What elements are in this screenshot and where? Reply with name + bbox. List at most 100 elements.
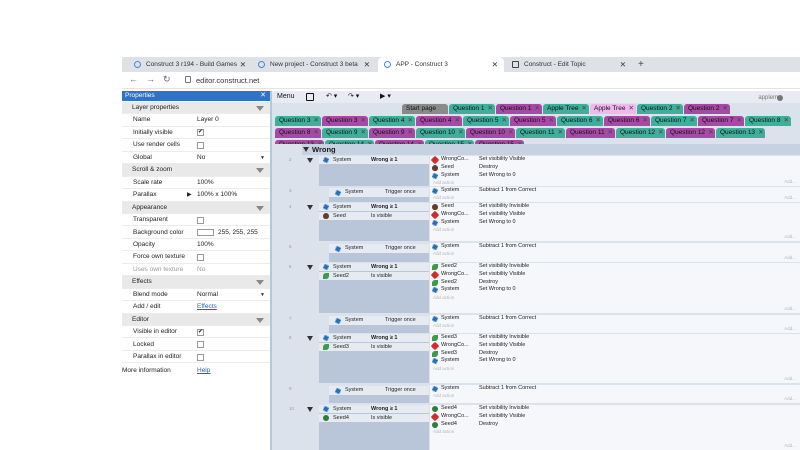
close-icon[interactable]: ✕ <box>581 104 587 112</box>
editor-tab[interactable]: Question 2 ✕ <box>637 103 683 114</box>
add-action-link[interactable]: Add action <box>433 323 455 329</box>
editor-tab[interactable]: Question 11 ✕ <box>516 127 565 138</box>
property-row[interactable]: Transparent <box>122 214 270 227</box>
action-row[interactable]: System Set Wrong to 0 <box>430 219 800 227</box>
condition-row[interactable]: System Wrong ≥ 1 <box>319 334 429 342</box>
new-tab-button[interactable]: + <box>638 59 644 70</box>
action-row[interactable]: Seed4 Destroy <box>430 421 800 429</box>
action-row[interactable]: System Subtract 1 from Correct <box>430 315 800 323</box>
collapse-triangle-icon[interactable] <box>307 265 313 270</box>
color-swatch[interactable] <box>197 229 214 236</box>
editor-tab[interactable]: Question 3 ✕ <box>322 115 368 126</box>
close-icon[interactable]: ✕ <box>783 116 789 124</box>
editor-tab[interactable]: Question 8 ✕ <box>275 127 321 138</box>
add-more-link[interactable]: Add... <box>784 306 796 311</box>
close-icon[interactable]: ✕ <box>595 116 601 124</box>
close-icon[interactable]: ✕ <box>619 60 626 69</box>
close-icon[interactable]: ✕ <box>360 128 366 136</box>
url-field[interactable]: editor.construct.net <box>196 76 260 85</box>
close-icon[interactable]: ✕ <box>628 104 634 112</box>
editor-tab[interactable]: Question 4 ✕ <box>416 115 462 126</box>
property-row[interactable]: Parallax in editor <box>122 351 270 364</box>
collapse-triangle-icon[interactable] <box>307 158 313 163</box>
close-icon[interactable]: ✕ <box>239 60 246 69</box>
close-icon[interactable]: ✕ <box>557 128 564 136</box>
property-row[interactable]: Initially visible ✔ <box>122 127 270 140</box>
action-row[interactable]: Seed4 Set visibility Invisible <box>430 405 800 413</box>
close-icon[interactable]: ✕ <box>313 116 319 124</box>
add-action-link[interactable]: Add action <box>433 365 455 371</box>
editor-tab[interactable]: Question 4 ✕ <box>369 115 415 126</box>
action-row[interactable]: WrongCo... Set visibility Visible <box>430 341 800 351</box>
editor-tab[interactable]: Question 5 ✕ <box>510 115 556 126</box>
sub-event-condition[interactable]: System Trigger once <box>329 386 429 395</box>
property-value[interactable]: Layer 0 <box>197 116 219 124</box>
action-row[interactable]: WrongCo... Set visibility Visible <box>430 210 800 220</box>
action-row[interactable]: Seed Set visibility Invisible <box>430 203 800 211</box>
property-value[interactable]: 100% x 100% <box>197 191 238 199</box>
effects-link[interactable]: Effects <box>197 303 217 311</box>
forward-icon[interactable]: → <box>146 74 155 84</box>
property-checkbox[interactable] <box>197 253 204 261</box>
condition-row[interactable]: System Wrong ≥ 1 <box>319 263 429 271</box>
event-group-header[interactable]: Wrong <box>302 144 800 155</box>
condition-row[interactable]: Seed4 Is visible <box>319 414 429 422</box>
property-checkbox[interactable] <box>197 216 204 224</box>
property-checkbox[interactable]: ✔ <box>197 129 204 137</box>
close-icon[interactable]: ✕ <box>642 116 648 124</box>
close-icon[interactable]: ✕ <box>491 60 498 69</box>
editor-tab[interactable]: Question 7 ✕ <box>651 115 697 126</box>
action-row[interactable]: WrongCo... Set visibility Visible <box>430 270 800 280</box>
property-row[interactable]: Locked <box>122 339 270 351</box>
editor-tab[interactable]: Question 5 ✕ <box>463 115 509 126</box>
action-row[interactable]: Seed Destroy <box>430 164 800 172</box>
property-row[interactable]: Scale rate 100% <box>122 177 270 190</box>
property-select-value[interactable]: No <box>197 153 206 161</box>
action-row[interactable]: Seed2 Set visibility Invisible <box>430 263 800 271</box>
close-icon[interactable]: ✕ <box>360 116 366 124</box>
condition-row[interactable]: Seed3 Is visible <box>319 343 429 351</box>
editor-tab[interactable]: Question 2 ✕ <box>684 103 730 114</box>
condition-row[interactable]: System Wrong ≥ 1 <box>319 203 429 211</box>
add-more-link[interactable]: Add... <box>784 195 796 200</box>
action-row[interactable]: WrongCo... Set visibility Visible <box>430 412 800 422</box>
action-row[interactable]: Seed2 Destroy <box>430 279 800 287</box>
property-row[interactable]: Background color 255, 255, 255 <box>122 227 270 239</box>
add-more-link[interactable]: Add... <box>784 376 796 381</box>
collapse-triangle-icon[interactable] <box>256 106 264 111</box>
editor-tab[interactable]: Question 8 ✕ <box>745 115 791 126</box>
property-row[interactable]: Visible in editor ✔ <box>122 326 270 339</box>
editor-tab[interactable]: Apple Tree ✕ <box>590 103 636 114</box>
editor-tab[interactable]: Question 11 ✕ <box>566 127 615 138</box>
editor-tab[interactable]: Question 7 ✕ <box>698 115 744 126</box>
menu-button[interactable]: Menu <box>277 93 295 100</box>
editor-tab[interactable]: Question 12 ✕ <box>616 127 665 138</box>
property-checkbox[interactable] <box>197 353 204 361</box>
collapse-triangle-icon[interactable] <box>307 407 313 412</box>
property-value[interactable]: 255, 255, 255 <box>218 228 258 236</box>
close-icon[interactable]: ✕ <box>722 104 728 112</box>
add-action-link[interactable]: Add action <box>433 251 455 257</box>
action-row[interactable]: Seed3 Destroy <box>430 350 800 358</box>
close-icon[interactable]: ✕ <box>758 128 764 136</box>
close-icon[interactable]: ✕ <box>363 60 370 69</box>
collapse-triangle-icon[interactable] <box>256 280 264 286</box>
dropdown-arrow-icon[interactable]: ▼ <box>260 154 265 161</box>
property-row[interactable]: Use render cells <box>122 139 270 152</box>
action-row[interactable]: WrongCo... Set visibility Visible <box>430 155 800 165</box>
condition-block[interactable]: System Wrong ≥ 1 Seed2 Is visible <box>319 263 429 313</box>
play-icon[interactable]: ▶ ▾ <box>380 93 391 100</box>
collapse-triangle-icon[interactable] <box>256 168 264 174</box>
close-icon[interactable]: ✕ <box>675 104 681 112</box>
avatar[interactable] <box>777 95 783 101</box>
add-action-link[interactable]: Add action <box>433 179 455 185</box>
close-icon[interactable]: ✕ <box>548 116 554 124</box>
add-more-link[interactable]: Add... <box>784 326 796 331</box>
action-row[interactable]: Seed3 Set visibility Invisible <box>430 334 800 342</box>
editor-tab[interactable]: Question 10 ✕ <box>416 127 465 138</box>
property-row[interactable]: Global No ▼ <box>122 152 270 165</box>
action-row[interactable]: System Subtract 1 from Correct <box>430 187 800 195</box>
condition-row[interactable]: Seed2 Is visible <box>319 272 429 280</box>
condition-row[interactable]: Seed Is visible <box>319 212 429 220</box>
browser-tab[interactable]: Construct 3 r194 - Build Games ✕ <box>128 57 252 72</box>
